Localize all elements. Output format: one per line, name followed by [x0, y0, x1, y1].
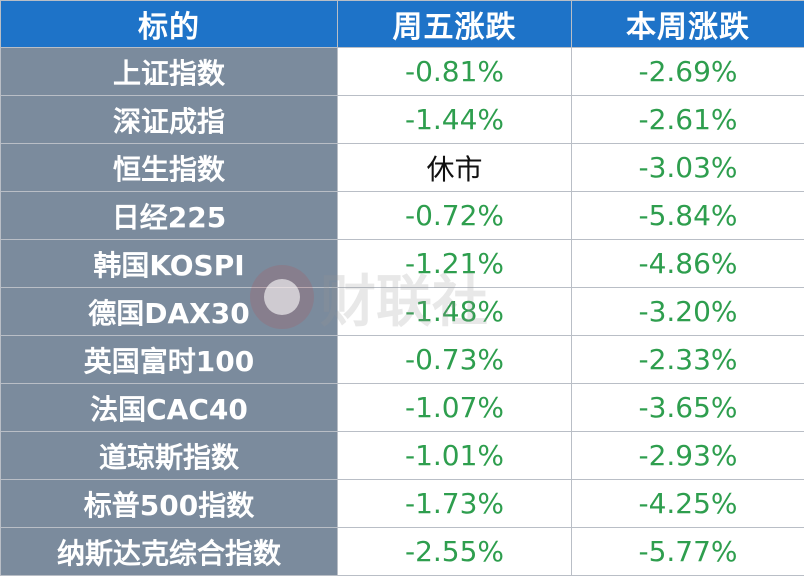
friday-change: -0.81%: [338, 48, 572, 96]
table-row: 深证成指 -1.44% -2.61%: [1, 96, 804, 144]
table-row: 道琼斯指数 -1.01% -2.93%: [1, 432, 804, 480]
friday-change: -0.72%: [338, 192, 572, 240]
index-name: 英国富时100: [1, 336, 338, 384]
index-name: 日经225: [1, 192, 338, 240]
index-name: 德国DAX30: [1, 288, 338, 336]
friday-change: -2.55%: [338, 528, 572, 576]
header-name: 标的: [1, 1, 338, 48]
friday-change: 休市: [338, 144, 572, 192]
week-change: -3.65%: [572, 384, 804, 432]
week-change: -3.03%: [572, 144, 804, 192]
week-change: -4.25%: [572, 480, 804, 528]
index-name: 道琼斯指数: [1, 432, 338, 480]
week-change: -2.69%: [572, 48, 804, 96]
week-change: -5.84%: [572, 192, 804, 240]
table-row: 日经225 -0.72% -5.84%: [1, 192, 804, 240]
index-name: 法国CAC40: [1, 384, 338, 432]
index-name: 上证指数: [1, 48, 338, 96]
header-row: 标的 周五涨跌 本周涨跌: [1, 1, 804, 48]
table-row: 上证指数 -0.81% -2.69%: [1, 48, 804, 96]
friday-change: -1.01%: [338, 432, 572, 480]
index-name: 恒生指数: [1, 144, 338, 192]
table-row: 法国CAC40 -1.07% -3.65%: [1, 384, 804, 432]
table-row: 韩国KOSPI -1.21% -4.86%: [1, 240, 804, 288]
friday-change: -1.48%: [338, 288, 572, 336]
friday-change: -0.73%: [338, 336, 572, 384]
index-name: 深证成指: [1, 96, 338, 144]
friday-change: -1.07%: [338, 384, 572, 432]
week-change: -4.86%: [572, 240, 804, 288]
index-name: 标普500指数: [1, 480, 338, 528]
table-row: 纳斯达克综合指数 -2.55% -5.77%: [1, 528, 804, 576]
week-change: -2.61%: [572, 96, 804, 144]
friday-change: -1.44%: [338, 96, 572, 144]
table-row: 恒生指数 休市 -3.03%: [1, 144, 804, 192]
index-name: 韩国KOSPI: [1, 240, 338, 288]
table-row: 英国富时100 -0.73% -2.33%: [1, 336, 804, 384]
week-change: -2.93%: [572, 432, 804, 480]
table-row: 标普500指数 -1.73% -4.25%: [1, 480, 804, 528]
week-change: -3.20%: [572, 288, 804, 336]
table-row: 德国DAX30 -1.48% -3.20%: [1, 288, 804, 336]
friday-change: -1.73%: [338, 480, 572, 528]
index-name: 纳斯达克综合指数: [1, 528, 338, 576]
week-change: -5.77%: [572, 528, 804, 576]
friday-change: -1.21%: [338, 240, 572, 288]
week-change: -2.33%: [572, 336, 804, 384]
header-friday-change: 周五涨跌: [338, 1, 572, 48]
header-week-change: 本周涨跌: [572, 1, 804, 48]
